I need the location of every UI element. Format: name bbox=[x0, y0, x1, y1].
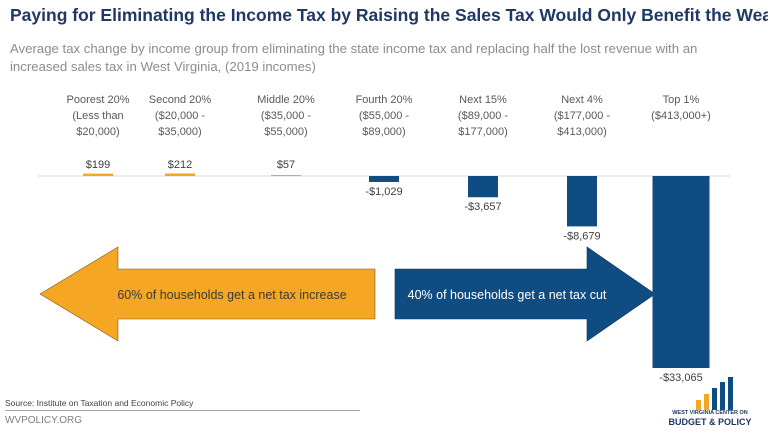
category-label: Fourth 20% bbox=[356, 94, 413, 106]
bar bbox=[567, 176, 597, 227]
category-range-label: ($55,000 - bbox=[359, 110, 409, 122]
category-range-label: $89,000) bbox=[362, 126, 405, 138]
category-label: Next 15% bbox=[459, 94, 507, 106]
data-label: -$1,029 bbox=[365, 186, 402, 198]
category-range-label: $35,000) bbox=[158, 126, 201, 138]
household-share-arrows: 60% of households get a net tax increase… bbox=[39, 246, 656, 342]
data-label: $57 bbox=[277, 159, 295, 171]
bar bbox=[369, 176, 399, 182]
category-range-label: ($177,000 - bbox=[554, 110, 611, 122]
data-label: -$8,679 bbox=[563, 230, 600, 242]
category-range-label: ($35,000 - bbox=[261, 110, 311, 122]
logo-bar bbox=[720, 382, 725, 410]
logo-bar bbox=[728, 377, 733, 410]
data-label: -$33,065 bbox=[659, 372, 702, 384]
wv-center-logo: WEST VIRGINIA CENTER ON BUDGET & POLICY bbox=[660, 376, 760, 430]
category-range-label: (Less than bbox=[72, 110, 123, 122]
logo-bar bbox=[704, 394, 709, 410]
source-note: Source: Institute on Taxation and Econom… bbox=[5, 398, 194, 408]
category-label: Middle 20% bbox=[257, 94, 315, 106]
category-range-label: ($89,000 - bbox=[458, 110, 508, 122]
chart-subtitle: Average tax change by income group from … bbox=[10, 41, 698, 74]
page-title: Paying for Eliminating the Income Tax by… bbox=[10, 5, 768, 25]
category-range-label: $55,000) bbox=[264, 126, 307, 138]
category-label: Top 1% bbox=[663, 94, 700, 106]
website-link[interactable]: WVPOLICY.ORG bbox=[5, 415, 83, 426]
logo-bar bbox=[696, 400, 701, 410]
category-range-label: $20,000) bbox=[76, 126, 119, 138]
bar bbox=[271, 175, 301, 176]
category-labels: Poorest 20% (Less than $20,000) Second 20% (… bbox=[67, 94, 711, 138]
bar-series bbox=[83, 173, 710, 368]
category-range-label: ($20,000 - bbox=[155, 110, 205, 122]
bar bbox=[652, 176, 710, 368]
category-range-label: $413,000) bbox=[557, 126, 607, 138]
logo-bars-icon bbox=[696, 377, 733, 410]
category-range-label: ($413,000+) bbox=[651, 110, 711, 122]
category-label: Second 20% bbox=[149, 94, 212, 106]
net-increase-arrow bbox=[39, 246, 376, 342]
category-range-label: $177,000) bbox=[458, 126, 508, 138]
logo-bar bbox=[712, 388, 717, 410]
category-label: Next 4% bbox=[561, 94, 603, 106]
data-label: -$3,657 bbox=[464, 201, 501, 213]
logo-text-line1: WEST VIRGINIA CENTER ON bbox=[672, 410, 748, 416]
net-cut-arrow-label: 40% of households get a net tax cut bbox=[408, 288, 607, 302]
tax-change-chart: Poorest 20% (Less than $20,000) Second 20% (… bbox=[38, 94, 730, 384]
data-labels: $199 $212 $57 -$1,029 -$3,657 -$8,679 -$33,065 bbox=[86, 159, 703, 384]
net-cut-arrow bbox=[394, 246, 656, 342]
source-divider bbox=[5, 410, 360, 411]
bar bbox=[468, 176, 498, 198]
bar bbox=[83, 173, 113, 176]
logo-text-line2: BUDGET & POLICY bbox=[668, 417, 752, 427]
net-increase-arrow-label: 60% of households get a net tax increase bbox=[117, 288, 346, 302]
data-label: $199 bbox=[86, 159, 110, 171]
bar bbox=[165, 173, 195, 176]
category-label: Poorest 20% bbox=[67, 94, 130, 106]
data-label: $212 bbox=[168, 159, 192, 171]
